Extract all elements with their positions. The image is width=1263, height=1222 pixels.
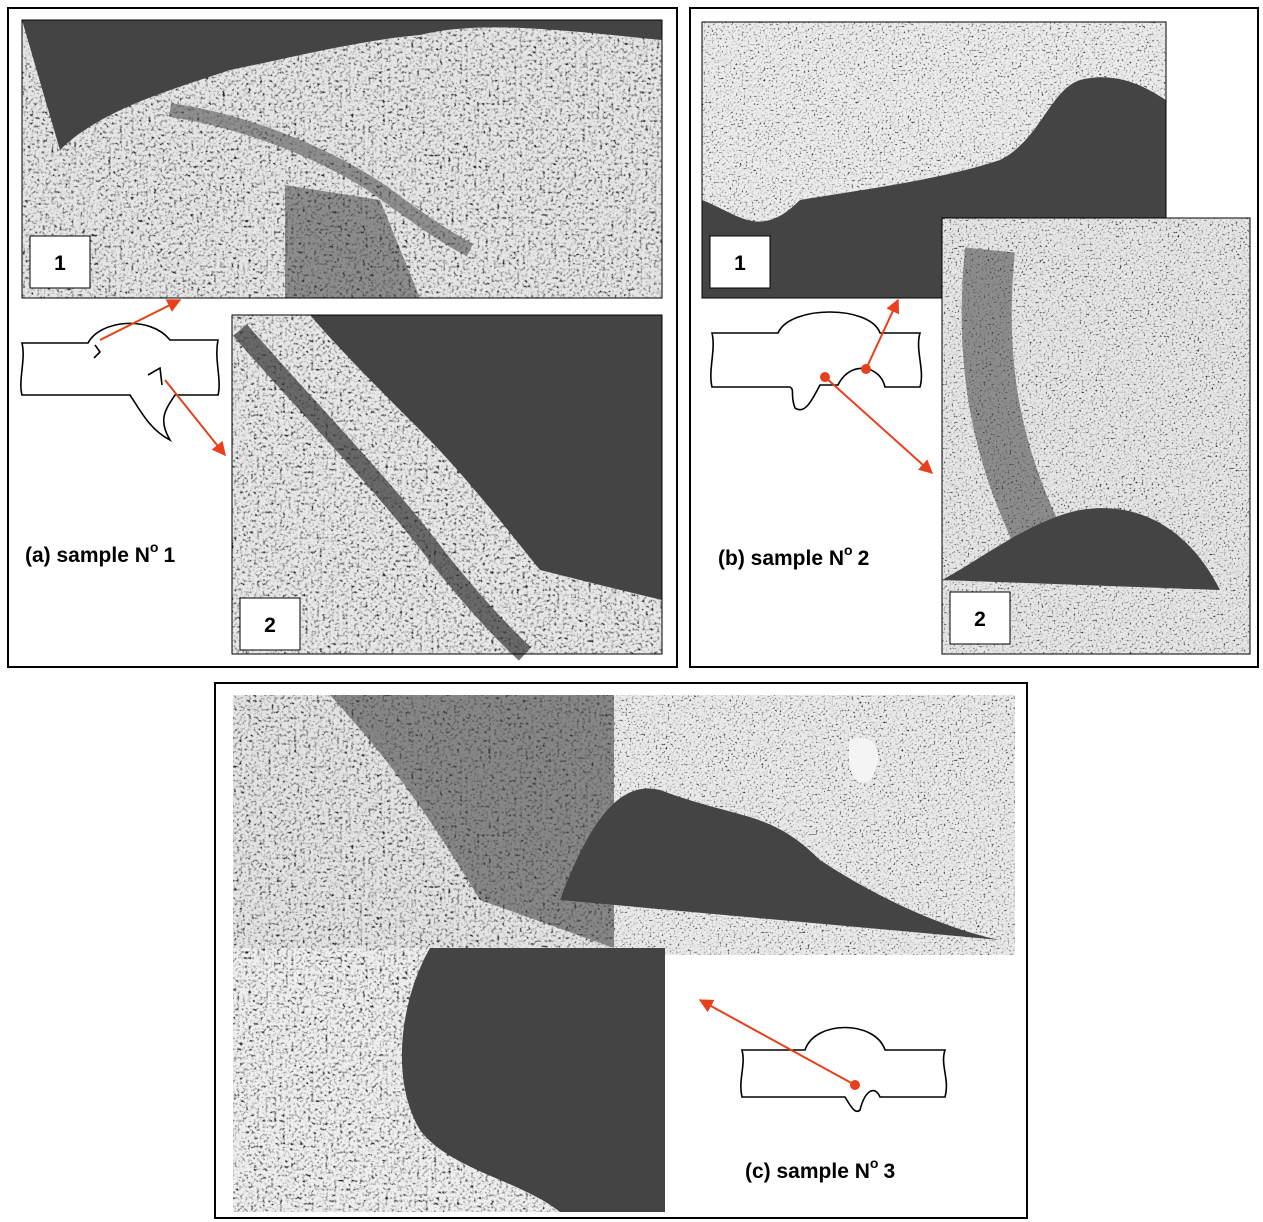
caption-text: (c) sample N: [745, 1160, 870, 1183]
image-label: 1: [734, 252, 746, 275]
schematic: [700, 1000, 946, 1111]
caption-sup: o: [870, 1155, 879, 1171]
micrograph: [942, 218, 1250, 654]
figure: 1 2 (a) sample No1 1 2 (b) sample No2 (c…: [0, 0, 1263, 1222]
caption-text: (a) sample N: [25, 544, 150, 567]
schematic: [21, 300, 225, 455]
caption-text: (b) sample N: [718, 547, 844, 570]
caption-sup: o: [150, 539, 159, 555]
caption-number: 1: [163, 544, 175, 567]
caption-number: 2: [858, 547, 870, 570]
micrograph: [233, 695, 1015, 1212]
image-label: 2: [264, 614, 276, 637]
image-label: 1: [54, 252, 66, 275]
schematic: [711, 300, 932, 473]
caption-number: 3: [883, 1160, 895, 1183]
caption-sup: o: [844, 542, 853, 558]
micrograph: [22, 20, 662, 298]
image-label: 2: [974, 608, 986, 631]
